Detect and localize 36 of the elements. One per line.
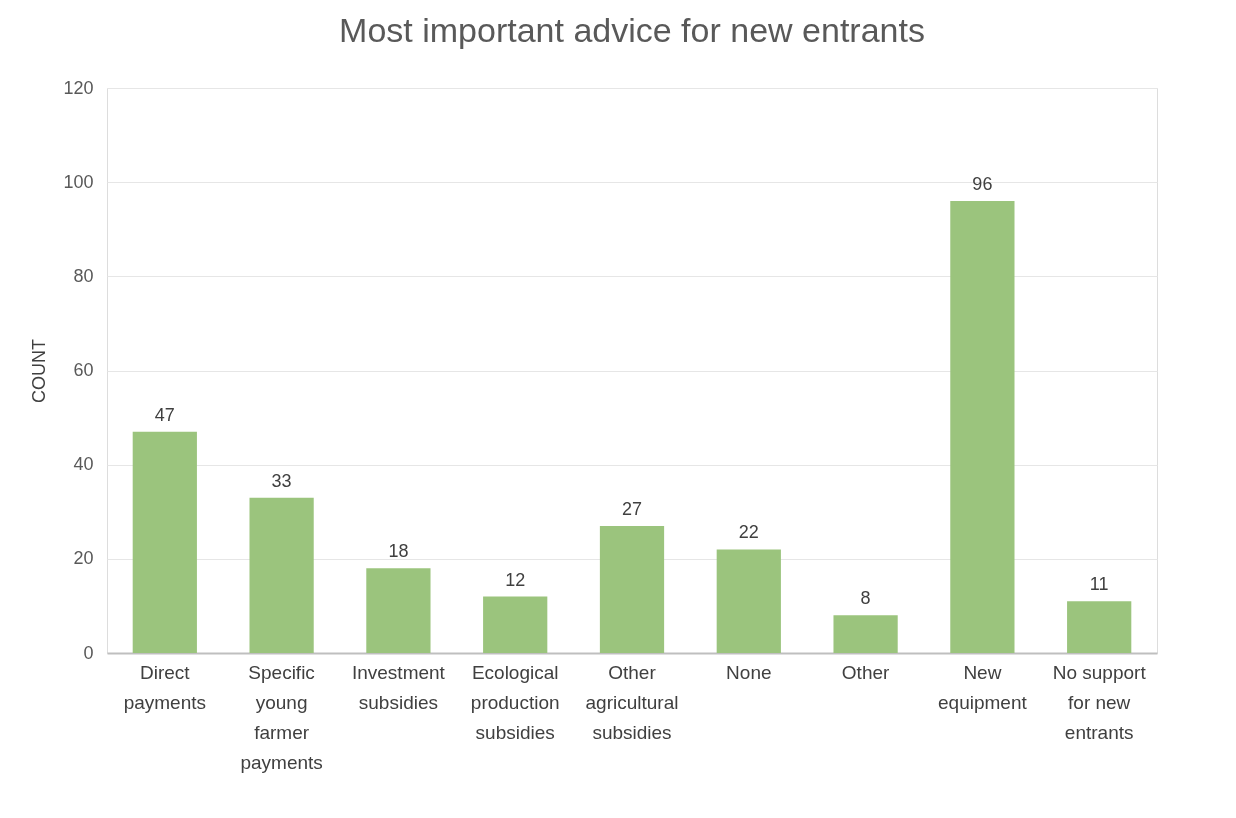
y-tick-label: 80 [73,265,94,286]
x-tick-label: Other [841,661,891,683]
bar [599,525,665,653]
bar [833,615,898,653]
x-tick-label: Investment subsidies [351,661,446,713]
x-tick-label: No support for new entrants [1052,661,1147,743]
x-tick-label: Ecological production subsidies [470,661,560,743]
data-label: 33 [271,470,292,491]
data-label: 11 [1089,574,1109,595]
x-tick-label: Direct payments [123,661,206,713]
data-label: 27 [621,498,643,519]
x-tick-label: Other agricultural subsidies [585,661,679,743]
bar [483,596,548,653]
chart-title: Most important advice for new entrants [339,11,925,49]
data-label: 22 [738,522,759,543]
bar [716,549,781,653]
bar [366,568,431,653]
data-label: 47 [154,404,175,425]
x-tick-label: None [726,661,772,683]
bar [132,431,197,653]
bar [249,497,314,653]
data-label: 12 [505,569,526,590]
y-axis-title: COUNT [29,339,50,403]
data-label: 18 [388,541,409,562]
x-tick-label: New equipment [938,661,1028,713]
y-tick-label: 0 [83,642,94,663]
y-tick-label: 40 [73,454,94,475]
bar [1067,601,1132,653]
bar [950,201,1015,653]
y-tick-label: 60 [73,360,94,380]
data-label: 8 [860,588,871,609]
y-tick-label: 100 [63,171,94,192]
x-tick-label: Specific young farmer payments [240,661,323,773]
y-tick-label: 20 [73,548,94,569]
data-label: 96 [972,174,993,194]
y-tick-label: 120 [63,77,94,98]
